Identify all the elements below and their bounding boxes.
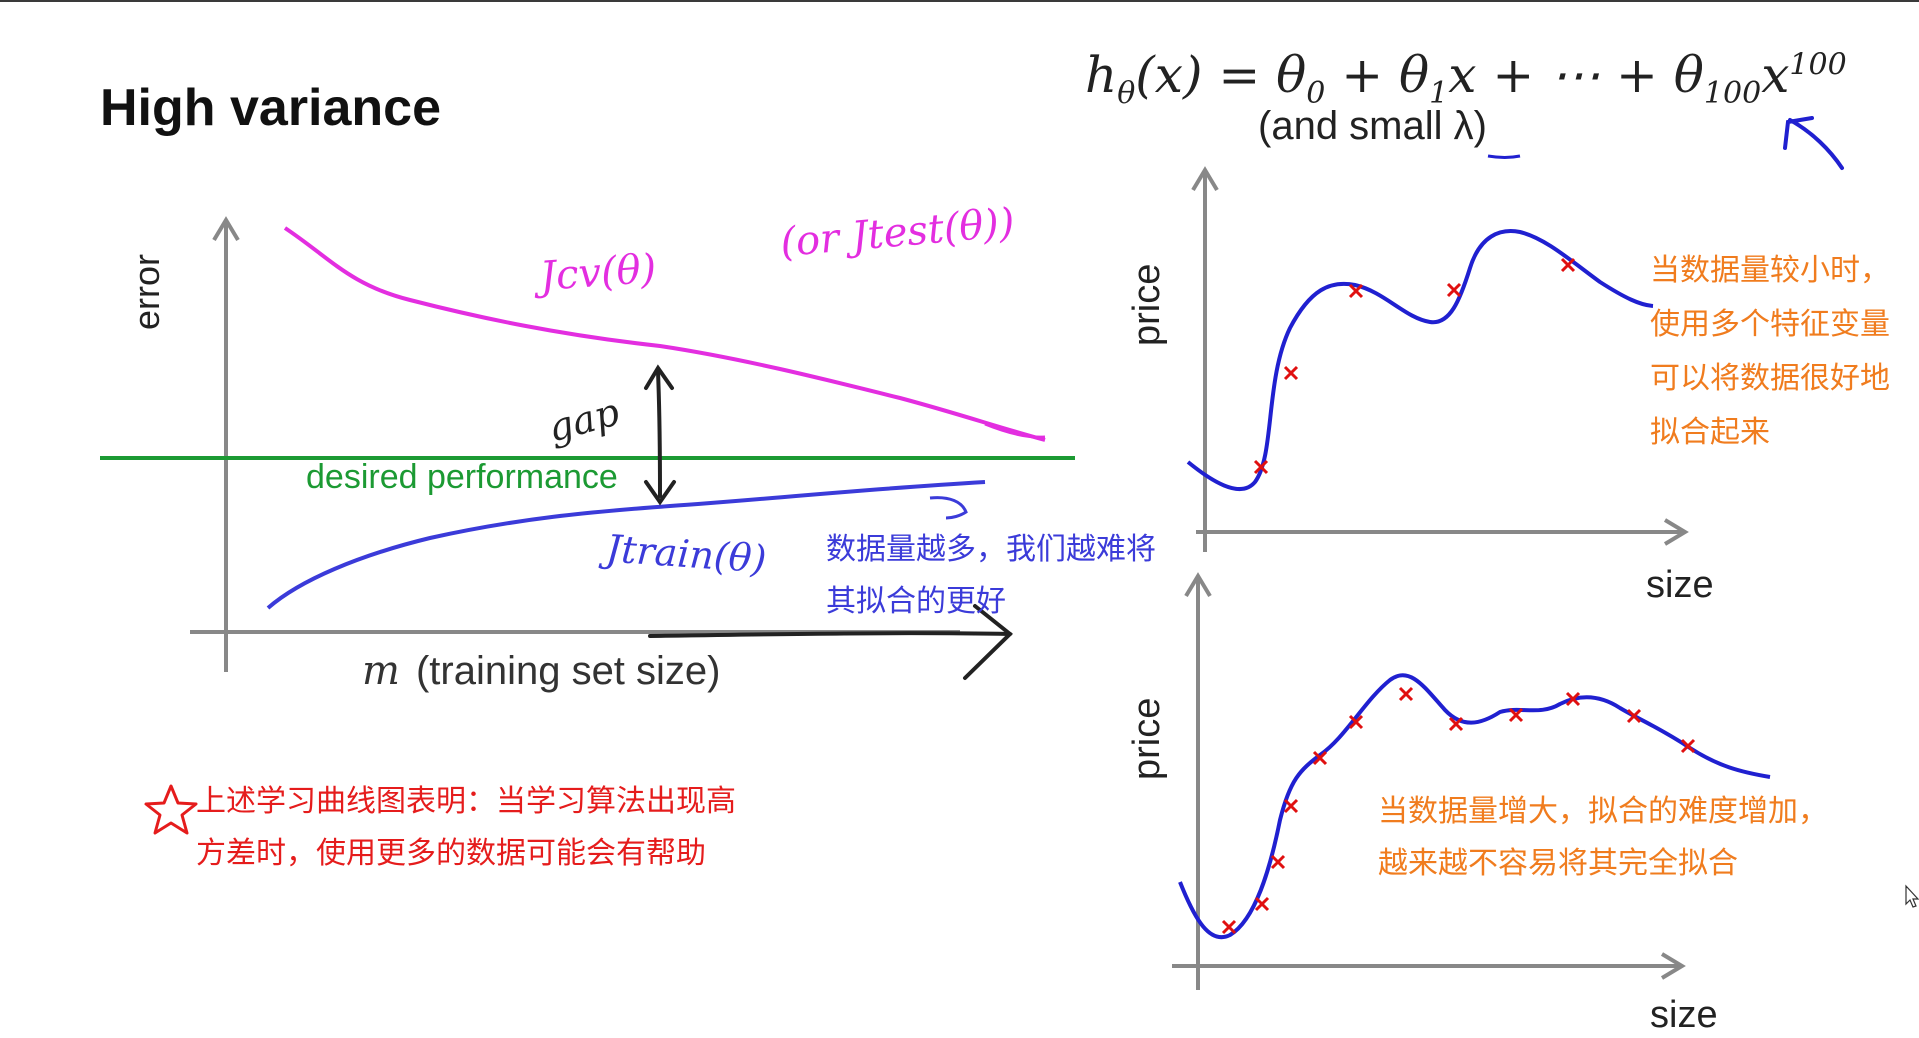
cv-curve-label: Jcv(θ)	[538, 245, 658, 301]
cv-error-curve-tail	[984, 422, 1046, 439]
top-border	[0, 0, 1919, 2]
bottom-price-axis-label: price	[1126, 697, 1168, 780]
formula-note: (and small λ)	[1258, 104, 1487, 148]
m-symbol: m	[362, 648, 400, 694]
training-size-axis-label: m (training set size)	[362, 648, 721, 694]
star-icon	[144, 784, 198, 835]
bottom-plot-axes	[1172, 572, 1686, 990]
cv-error-curve	[283, 226, 1046, 442]
blue-note-line: 其拟合的更好	[826, 584, 1006, 619]
top-size-axis-label: size	[1646, 564, 1714, 606]
train-error-curve	[266, 480, 986, 610]
orange-note-line: 当数据量较小时，	[1650, 253, 1890, 288]
orange-note-line: 使用多个特征变量	[1650, 307, 1890, 342]
blue-note-line: 数据量越多，我们越难将	[826, 532, 1156, 567]
bottom-data-markers	[1221, 686, 1696, 935]
cursor-icon	[1905, 884, 1919, 908]
formula-hand-arrow	[1783, 116, 1844, 170]
blue-note: 数据量越多，我们越难将 其拟合的更好	[826, 524, 1156, 628]
training-size-text: (training set size)	[415, 649, 721, 693]
hypothesis-formula: hθ(x) = θ0 + θ1x + ⋯ + θ100x100	[1085, 46, 1847, 111]
train-hand-mark	[929, 496, 968, 520]
gap-arrow	[644, 364, 676, 506]
red-note-line: 方差时，使用更多的数据可能会有帮助	[196, 836, 706, 871]
bottom-size-axis-label: size	[1650, 994, 1718, 1036]
orange-note-bottom: 当数据量增大，拟合的难度增加， 越来越不容易将其完全拟合	[1378, 786, 1828, 890]
red-note: 上述学习曲线图表明：当学习算法出现高 方差时，使用更多的数据可能会有帮助	[196, 776, 736, 880]
top-price-axis-label: price	[1126, 263, 1168, 346]
orange-note-top: 当数据量较小时， 使用多个特征变量 可以将数据很好地 拟合起来	[1650, 244, 1890, 460]
orange-note-line: 越来越不容易将其完全拟合	[1378, 846, 1738, 881]
error-axis-label: error	[126, 253, 167, 330]
desired-performance-label: desired performance	[306, 458, 618, 496]
xaxis-hand-arrow	[648, 604, 1014, 680]
lambda-underline	[1487, 154, 1521, 159]
top-plot-axes	[1191, 166, 1689, 552]
red-note-line: 上述学习曲线图表明：当学习算法出现高	[196, 784, 736, 819]
slide-title: High variance	[100, 79, 442, 137]
top-fit-curve	[1186, 229, 1654, 492]
orange-note-line: 当数据量增大，拟合的难度增加，	[1378, 794, 1828, 829]
top-data-markers	[1253, 257, 1576, 475]
orange-note-line: 可以将数据很好地	[1650, 361, 1890, 396]
orange-note-line: 拟合起来	[1650, 415, 1770, 450]
